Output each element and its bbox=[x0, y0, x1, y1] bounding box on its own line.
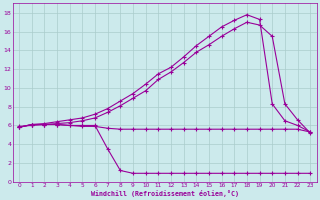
X-axis label: Windchill (Refroidissement éolien,°C): Windchill (Refroidissement éolien,°C) bbox=[91, 190, 239, 197]
